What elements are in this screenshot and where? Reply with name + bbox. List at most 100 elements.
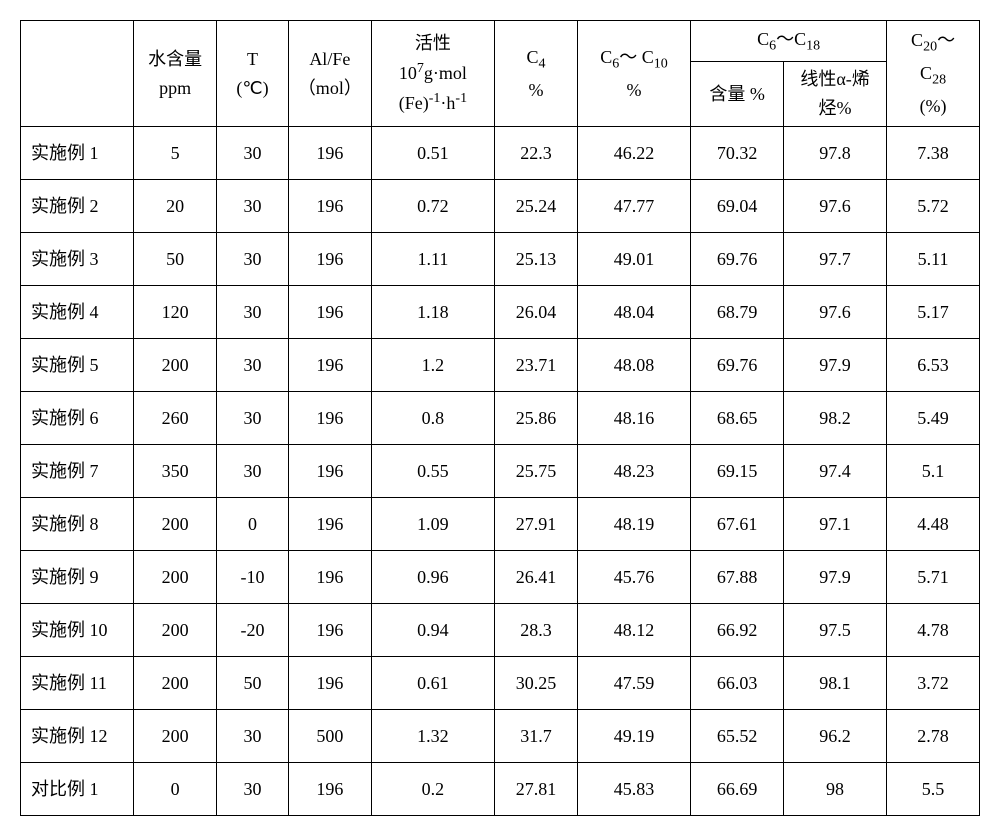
cell-C6C10: 49.01 [577, 233, 690, 286]
cell-AlFe: 500 [289, 710, 371, 763]
cell-activity: 0.94 [371, 604, 495, 657]
hdr-water-l1: 水含量 [148, 49, 202, 69]
cell-C20C28: 6.53 [887, 339, 980, 392]
cell-C4: 30.25 [495, 657, 577, 710]
cell-C20C28: 5.11 [887, 233, 980, 286]
hdr-C20C28-l3: (%) [920, 96, 947, 116]
cell-water: 350 [134, 445, 216, 498]
cell-activity: 0.61 [371, 657, 495, 710]
cell-linear: 97.5 [784, 604, 887, 657]
cell-linear: 97.1 [784, 498, 887, 551]
hdr-C20C28-l1-sub: 20 [923, 40, 937, 55]
cell-linear: 98.1 [784, 657, 887, 710]
row-label: 实施例 2 [21, 180, 134, 233]
table-row: 实施例 15301960.5122.346.2270.3297.87.38 [21, 127, 980, 180]
cell-water: 0 [134, 763, 216, 816]
cell-C20C28: 7.38 [887, 127, 980, 180]
cell-C6C10: 48.23 [577, 445, 690, 498]
cell-water: 200 [134, 657, 216, 710]
cell-C4: 26.04 [495, 286, 577, 339]
cell-C4: 27.81 [495, 763, 577, 816]
hdr-C20C28: C20～ C28 (%) [887, 21, 980, 127]
hdr-C20C28-l2-sub: 28 [932, 73, 946, 88]
hdr-C4-pre: C [527, 47, 539, 67]
hdr-C4-sub: 4 [539, 56, 546, 71]
cell-AlFe: 196 [289, 127, 371, 180]
cell-AlFe: 196 [289, 445, 371, 498]
cell-AlFe: 196 [289, 498, 371, 551]
cell-C4: 25.86 [495, 392, 577, 445]
cell-C6C10: 47.59 [577, 657, 690, 710]
cell-C20C28: 4.78 [887, 604, 980, 657]
hdr-activity-l2-pre: 10 [399, 63, 417, 83]
cell-linear: 98 [784, 763, 887, 816]
hdr-T-l1: T [247, 49, 258, 69]
hdr-water: 水含量 ppm [134, 21, 216, 127]
cell-AlFe: 196 [289, 763, 371, 816]
cell-water: 120 [134, 286, 216, 339]
cell-activity: 0.55 [371, 445, 495, 498]
hdr-water-l2: ppm [159, 78, 191, 98]
cell-content: 66.92 [691, 604, 784, 657]
cell-C6C10: 48.08 [577, 339, 690, 392]
hdr-C20C28-l1-mid: ～ [937, 30, 955, 50]
cell-T: 30 [216, 445, 288, 498]
cell-AlFe: 196 [289, 657, 371, 710]
row-label: 实施例 8 [21, 498, 134, 551]
hdr-activity: 活性 107g·mol (Fe)-1·h-1 [371, 21, 495, 127]
hdr-linear: 线性α-烯 烃% [784, 62, 887, 127]
hdr-C4-l2: % [529, 80, 544, 100]
cell-C6C10: 49.19 [577, 710, 690, 763]
row-label: 实施例 3 [21, 233, 134, 286]
cell-T: 30 [216, 392, 288, 445]
cell-C6C10: 48.04 [577, 286, 690, 339]
hdr-C6C10-sub2: 10 [654, 56, 668, 71]
cell-water: 200 [134, 604, 216, 657]
table-row: 实施例 820001961.0927.9148.1967.6197.14.48 [21, 498, 980, 551]
cell-activity: 1.32 [371, 710, 495, 763]
hdr-activity-l3-sup2: -1 [455, 91, 467, 106]
cell-C6C10: 48.12 [577, 604, 690, 657]
table-row: 实施例 9200-101960.9626.4145.7667.8897.95.7… [21, 551, 980, 604]
cell-C4: 28.3 [495, 604, 577, 657]
cell-T: 30 [216, 710, 288, 763]
table-body: 实施例 15301960.5122.346.2270.3297.87.38实施例… [21, 127, 980, 816]
cell-C20C28: 5.71 [887, 551, 980, 604]
cell-linear: 97.9 [784, 339, 887, 392]
cell-AlFe: 196 [289, 604, 371, 657]
hdr-AlFe-l2: （mol） [298, 78, 362, 98]
cell-water: 5 [134, 127, 216, 180]
cell-content: 69.15 [691, 445, 784, 498]
cell-C20C28: 4.48 [887, 498, 980, 551]
cell-water: 200 [134, 710, 216, 763]
cell-T: 0 [216, 498, 288, 551]
cell-AlFe: 196 [289, 551, 371, 604]
cell-linear: 97.7 [784, 233, 887, 286]
cell-T: 30 [216, 339, 288, 392]
cell-T: 50 [216, 657, 288, 710]
cell-content: 68.79 [691, 286, 784, 339]
cell-C4: 31.7 [495, 710, 577, 763]
row-label: 实施例 1 [21, 127, 134, 180]
hdr-C6C18-pre: C [757, 29, 769, 49]
cell-T: -10 [216, 551, 288, 604]
cell-C20C28: 5.1 [887, 445, 980, 498]
cell-AlFe: 196 [289, 233, 371, 286]
cell-C6C10: 48.16 [577, 392, 690, 445]
cell-T: 30 [216, 763, 288, 816]
hdr-activity-l3-sup: -1 [429, 91, 441, 106]
cell-activity: 0.8 [371, 392, 495, 445]
cell-C6C10: 48.19 [577, 498, 690, 551]
hdr-AlFe-l1: Al/Fe [309, 49, 350, 69]
cell-content: 69.76 [691, 233, 784, 286]
cell-AlFe: 196 [289, 180, 371, 233]
hdr-C6C10-mid: ～ C [619, 47, 654, 67]
hdr-activity-l1: 活性 [415, 33, 451, 53]
cell-linear: 97.4 [784, 445, 887, 498]
row-label: 实施例 4 [21, 286, 134, 339]
table-row: 实施例 5200301961.223.7148.0869.7697.96.53 [21, 339, 980, 392]
cell-content: 68.65 [691, 392, 784, 445]
hdr-activity-l3-mid: ·h [440, 93, 455, 113]
cell-C20C28: 5.72 [887, 180, 980, 233]
hdr-C20C28-l2-pre: C [920, 63, 932, 83]
